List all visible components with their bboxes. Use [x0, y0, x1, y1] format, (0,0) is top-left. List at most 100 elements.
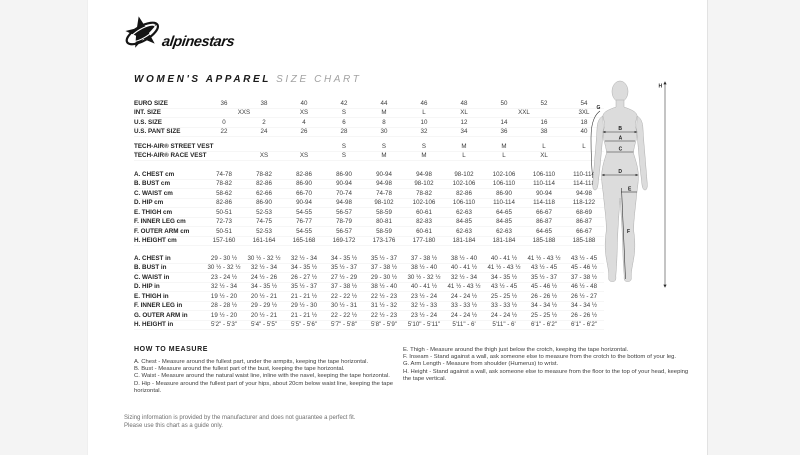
table-cell: 41 ½ - 43 ½ [447, 283, 481, 291]
table-cell: 84-85 [456, 218, 472, 226]
table-cell: 22 ½ - 23 [370, 311, 398, 319]
table-cell: 35 ½ - 37 [530, 273, 558, 281]
table-cell: M [461, 142, 467, 150]
size-chart-page: alpinestars WOMEN'S APPAREL SIZE CHART E… [87, 0, 708, 455]
row-label: B. BUST cm [134, 180, 171, 188]
table-cell: M [501, 142, 507, 150]
row-label: C. WAIST in [134, 273, 170, 281]
table-cell: 16 [540, 118, 548, 126]
table-cell: 74-78 [216, 170, 232, 178]
table-cell: 66-70 [296, 189, 312, 197]
table-cell: 32 ½ - 34 [250, 264, 278, 272]
row-label: F. OUTER ARM cm [134, 227, 190, 235]
table-cell: 84-85 [496, 218, 512, 226]
table-cell: 34 - 35 ½ [250, 283, 278, 291]
table-cell: 36 [220, 99, 228, 107]
table-cell: 5'8" - 5'9" [370, 321, 398, 329]
table-cell: 25 - 25 ½ [490, 292, 518, 300]
size-table: EURO SIZE 36 38 40 42 44 46 48 50 52 54 INT. SIZE XX… [134, 99, 604, 330]
table-cell: 110-114 [533, 180, 555, 188]
table-cell: 22 ½ - 23 [370, 292, 398, 300]
row-label: E. THIGH cm [134, 208, 173, 216]
table-cell: 38 ½ - 40 [370, 283, 398, 291]
table-cell: 34 - 34 ½ [570, 302, 598, 310]
row-label: U.S. PANT SIZE [134, 128, 181, 136]
measure-instruction: B. Bust - Measure around the fullest par… [134, 366, 345, 373]
table-cell: 181-184 [492, 237, 516, 245]
table-cell: 45 - 46 ½ [530, 283, 558, 291]
how-to-measure-section: HOW TO MEASURE A. Chest - Measure around… [134, 346, 694, 394]
table-cell: XL [460, 109, 468, 117]
table-cell: 5'10" - 5'11" [407, 321, 441, 329]
table-cell: 3XL [578, 109, 590, 117]
row-label: EURO SIZE [134, 99, 168, 107]
table-cell: 118-122 [572, 199, 596, 207]
table-cell: 114-118 [573, 180, 595, 188]
female-silhouette-icon: B A C D E F G H [590, 80, 667, 288]
table-cell: 38 ½ - 40 [410, 264, 438, 272]
measure-instruction: C. Waist - Measure around the natural wa… [134, 373, 390, 380]
table-cell: 28 - 28 ½ [210, 302, 238, 310]
table-cell: 21 - 21 ½ [290, 311, 318, 319]
table-cell: 78-82 [416, 189, 432, 197]
table-cell: L [582, 142, 586, 150]
table-cell: 40 - 41 ½ [450, 264, 478, 272]
table-cell: 22 - 22 ½ [330, 311, 358, 319]
table-cell: 34 - 35 ½ [330, 254, 358, 262]
disclaimer: Sizing information is provided by the ma… [124, 414, 524, 430]
table-cell: 6'1" - 6'2" [570, 321, 598, 329]
row-label: D. HIP cm [134, 199, 164, 207]
table-cell: 44 [380, 99, 388, 107]
table-row: C. WAIST cm 58-62 62-66 66-70 70-74 74-78 78-8… [134, 189, 604, 199]
measure-instruction: G. Arm Length - Measure from shoulder (H… [403, 361, 559, 368]
table-cell: 18 [580, 118, 588, 126]
table-cell: 26 - 26 ½ [530, 292, 558, 300]
row-label: H. HEIGHT cm [134, 237, 177, 245]
measure-instruction: D. Hip - Measure around the fullest part… [134, 380, 394, 394]
diagram-label-bust: B [618, 126, 622, 132]
measure-instruction: E. Thigh - Measure around the thigh just… [403, 347, 629, 353]
table-cell: 50-51 [216, 227, 232, 235]
table-section-tech: TECH-AIR® STREET VEST S S S M M L L TECH-AIR® RA… [134, 142, 604, 161]
table-cell: 26 [300, 128, 308, 136]
table-cell: 14 [500, 118, 508, 126]
table-cell: M [421, 152, 427, 160]
page-title: WOMEN'S APPAREL SIZE CHART [134, 69, 361, 87]
table-cell: 30 ½ - 32 ½ [207, 264, 241, 272]
table-cell: 26 - 26 ½ [570, 311, 598, 319]
table-row: E. THIGH in 19 ½ - 20 20 ½ - 21 21 - 21 ½ 22… [134, 292, 604, 302]
measure-instruction: A. Chest - Measure around the fullest pa… [134, 359, 369, 365]
table-cell: 2 [262, 118, 266, 126]
row-label: A. CHEST in [134, 254, 171, 262]
row-label: F. INNER LEG in [134, 302, 183, 310]
table-cell: 52 [540, 99, 548, 107]
table-cell: 98-102 [374, 199, 394, 207]
table-row: U.S. PANT SIZE 22 24 26 28 30 32 34 36 38 40 [134, 128, 604, 138]
diagram-label-hip: D [618, 169, 622, 175]
table-cell: 106-110 [452, 199, 476, 207]
table-cell: XXL [518, 109, 530, 117]
table-cell: 78-79 [336, 218, 352, 226]
table-cell: 5'4" - 5'5" [250, 321, 278, 329]
table-cell: XXS [237, 109, 251, 117]
table-cell: 90-94 [376, 170, 392, 178]
table-cell: 86-90 [256, 199, 272, 207]
table-row: INT. SIZE XXS XS S M L XL XXL 3XL [134, 109, 604, 119]
table-cell: 102-106 [452, 180, 476, 188]
table-row: E. THIGH cm 50-51 52-53 54-55 56-57 58-59 60-6… [134, 208, 604, 218]
table-row: EURO SIZE 36 38 40 42 44 46 48 50 52 54 [134, 99, 604, 109]
table-cell: 82-86 [256, 180, 272, 188]
table-cell: S [421, 142, 427, 150]
table-cell: 76-77 [296, 218, 312, 226]
row-label: INT. SIZE [134, 109, 161, 117]
table-cell: 48 [460, 99, 468, 107]
table-row: H. HEIGHT cm 157-160 161-164 165-168 169-172… [134, 237, 604, 247]
table-cell: 54 [580, 99, 588, 107]
table-row: B. BUST in 30 ½ - 32 ½ 32 ½ - 34 34 - 35 ½ 3… [134, 264, 604, 274]
table-cell: 64-65 [496, 208, 512, 216]
table-cell: 29 - 30 ½ [370, 273, 398, 281]
table-cell: 20 ½ - 21 [250, 311, 278, 319]
table-cell: 5'5" - 5'6" [290, 321, 318, 329]
table-cell: 32 ½ - 34 [450, 273, 478, 281]
table-row: F. INNER LEG in 28 - 28 ½ 29 - 29 ½ 29 ½ - … [134, 302, 604, 312]
